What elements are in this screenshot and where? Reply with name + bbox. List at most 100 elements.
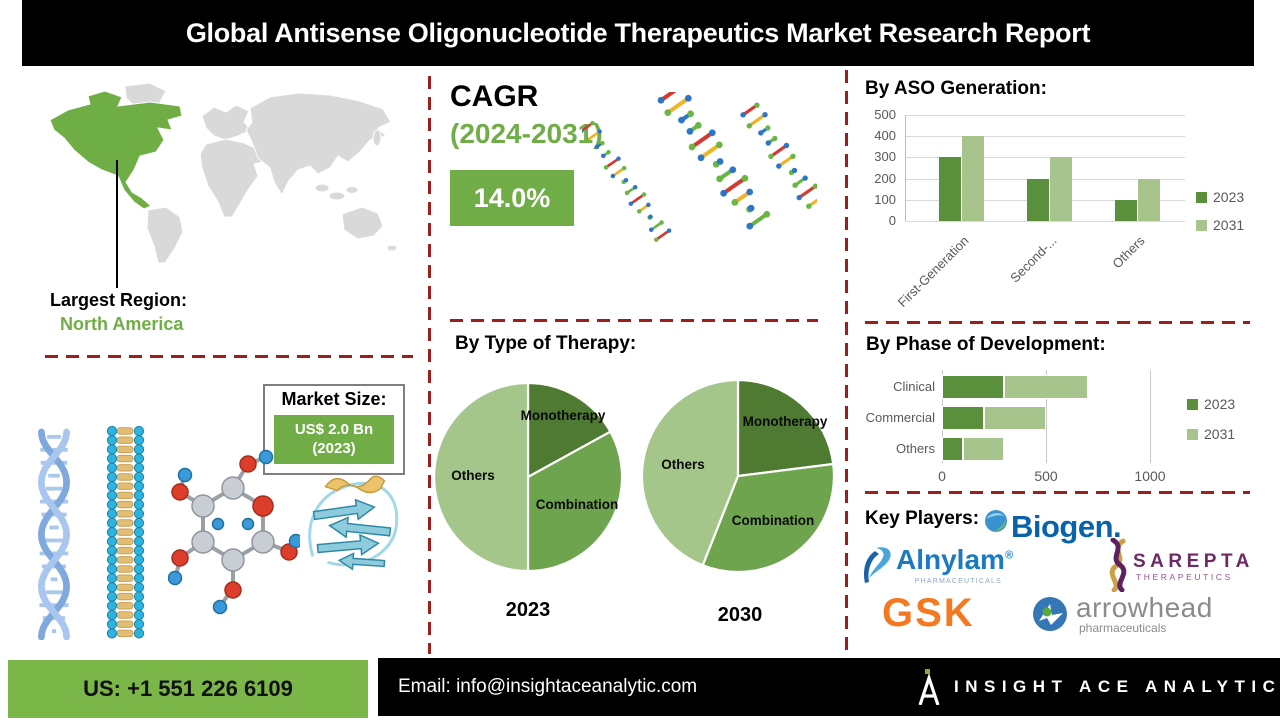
- bar-2031: [1050, 157, 1072, 221]
- legend-swatch: [1187, 398, 1198, 410]
- aso-section-title: By ASO Generation:: [865, 78, 1047, 99]
- legend-label: 2031: [1204, 426, 1236, 442]
- gridline: [905, 221, 1185, 222]
- bar-segment-2023: [942, 437, 963, 461]
- pie-slice-label: Others: [451, 468, 495, 483]
- market-size-year: (2023): [312, 440, 356, 457]
- pie-year-2023: 2023: [505, 599, 551, 621]
- pie-slice-Combination: [526, 430, 624, 573]
- bar-segment-2031: [962, 437, 1005, 461]
- pie-slice-label: Monotherapy: [520, 408, 606, 423]
- divider-right-2: [865, 491, 1250, 494]
- divider-left: [45, 355, 413, 358]
- footer-phone: US: +1 551 226 6109: [8, 660, 368, 718]
- bar-segment-2031: [983, 406, 1046, 430]
- alnylam-sub-wordmark: PHARMACEUTICALS: [914, 578, 1002, 585]
- pie-slice-label: Others: [661, 457, 705, 472]
- arrowhead-sub-wordmark: pharmaceuticals: [1079, 621, 1167, 635]
- gridline: [1046, 370, 1047, 463]
- y-axis-tick: 100: [874, 191, 896, 207]
- category-label: Commercial: [865, 410, 935, 425]
- dna-strands-illustration: [582, 92, 817, 242]
- market-size-card: Market Size: US$ 2.0 Bn (2023): [263, 384, 405, 475]
- bar-2023: [1027, 178, 1049, 221]
- largest-region-value: North America: [60, 314, 184, 334]
- y-axis-tick: 200: [874, 170, 896, 186]
- alnylam-swoosh-icon: [864, 547, 891, 583]
- pie-slice-Monotherapy: [736, 378, 835, 478]
- cagr-period: (2024-2031): [450, 118, 603, 149]
- pie-slice-label: Monotherapy: [742, 414, 828, 429]
- y-axis-tick: 500: [874, 107, 896, 122]
- biogen-wordmark: Biogen.: [1011, 509, 1122, 544]
- bar-segment-2023: [942, 375, 1005, 399]
- arrowhead-circle-icon: [1033, 597, 1067, 631]
- biogen-globe-icon: [985, 510, 1007, 532]
- cagr-value-badge: 14.0%: [450, 170, 574, 226]
- sugar-molecule-icon: [168, 449, 300, 615]
- phase-section-title: By Phase of Development:: [866, 334, 1106, 355]
- y-axis-tick: 300: [874, 149, 896, 165]
- divider-middle: [450, 319, 818, 322]
- bar-segment-2031: [1004, 375, 1088, 399]
- legend-swatch: [1196, 191, 1207, 203]
- protein-ribbon-icon: [308, 475, 399, 571]
- gridline: [905, 115, 1185, 116]
- x-category-label: Second-...: [1007, 233, 1060, 286]
- world-map: [49, 82, 398, 264]
- pie-slice-label: Combination: [535, 497, 619, 512]
- pie-2030: [640, 378, 835, 574]
- africa-shape: [199, 138, 264, 218]
- market-size-amount: US$ 2.0 Bn: [294, 421, 374, 438]
- legend-item-2031: 2031: [1187, 426, 1235, 442]
- gridline: [1150, 370, 1151, 463]
- insight-ace-logo-icon: [918, 669, 940, 705]
- pie-slice-Monotherapy: [526, 381, 612, 479]
- europe-shape: [201, 104, 252, 141]
- legend-label: 2023: [1213, 189, 1245, 205]
- pie-2023: [432, 381, 624, 573]
- sarepta-helix-icon: [1109, 538, 1127, 592]
- legend-label: 2023: [1204, 396, 1236, 412]
- largest-region-label: Largest Region:: [50, 290, 188, 310]
- category-label: Clinical: [893, 379, 935, 394]
- therapy-pie-charts: 2023 2030 Monotherapy Combination Others Mo…: [428, 360, 845, 650]
- south-america-shape: [146, 206, 184, 264]
- pie-slice-Combination: [701, 462, 835, 574]
- sarepta-wordmark: SAREPTA: [1133, 551, 1254, 572]
- y-axis-tick: 0: [888, 213, 896, 228]
- page-title: Global Antisense Oligonucleotide Therape…: [22, 0, 1254, 66]
- gridline: [905, 157, 1185, 159]
- australia-shape: [341, 206, 384, 240]
- map-pointer-line: [116, 160, 118, 288]
- pie-slice-label: Combination: [731, 513, 815, 528]
- bar-2031: [1138, 178, 1160, 221]
- lipid-bilayer-icon: [106, 425, 145, 639]
- gsk-wordmark: GSK: [882, 591, 975, 635]
- asia-shape: [245, 92, 392, 197]
- y-axis-line: [905, 115, 906, 221]
- bar-2031: [962, 136, 984, 221]
- sarepta-sub-wordmark: THERAPEUTICS: [1136, 572, 1233, 582]
- x-category-label: First-Generation: [894, 233, 972, 311]
- x-axis-tick: 1000: [1134, 468, 1166, 484]
- x-category-label: Others: [1109, 233, 1148, 272]
- market-size-label: Market Size:: [281, 389, 387, 409]
- footer-brand: INSIGHT ACE ANALYTIC: [954, 677, 1280, 696]
- bar-2023: [1115, 199, 1137, 221]
- divider-middle-left: [428, 76, 431, 654]
- divider-middle-right: [845, 70, 848, 654]
- footer-bar: Email: info@insightaceanalytic.com INSIG…: [378, 658, 1280, 716]
- x-axis-tick: 0: [938, 468, 946, 484]
- legend-swatch: [1187, 428, 1198, 440]
- divider-right-1: [865, 321, 1250, 324]
- alnylam-wordmark: Alnylam®: [896, 544, 1014, 575]
- market-size-value: US$ 2.0 Bn (2023): [274, 415, 394, 464]
- bar-segment-2023: [942, 406, 984, 430]
- footer-email: Email: info@insightaceanalytic.com: [398, 676, 698, 697]
- gridline: [905, 136, 1185, 138]
- aso-chart: 0 100 200 300 400 500 First-Generation Second-.…: [865, 105, 1260, 323]
- phase-chart: 0 500 1000 Clinical Commercial Others 2023 2031: [865, 362, 1260, 488]
- pie-slice-Others: [640, 378, 740, 567]
